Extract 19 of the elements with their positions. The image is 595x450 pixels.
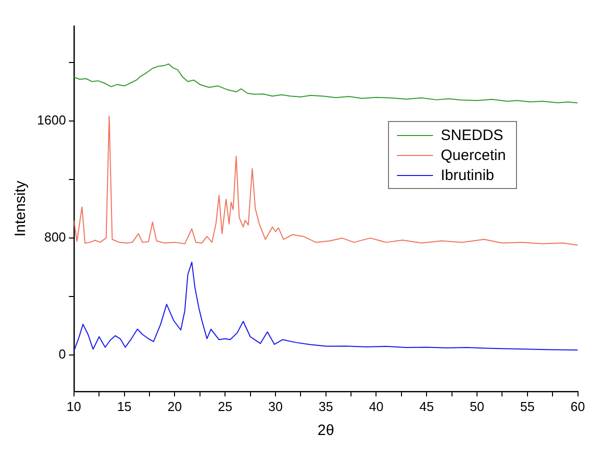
x-tick-label: 15 (117, 398, 132, 414)
y-tick-label: 800 (44, 230, 66, 245)
legend-label: Quercetin (440, 146, 506, 164)
y-tick-label: 0 (58, 346, 66, 362)
x-axis-title: 2θ (318, 422, 334, 440)
x-tick-label: 50 (470, 398, 484, 414)
y-axis-title: Intensity (12, 180, 30, 237)
x-tick-label: 60 (570, 398, 586, 414)
x-tick-label: 45 (419, 398, 434, 414)
y-tick-label: 1600 (37, 112, 66, 128)
legend-label: SNEDDS (440, 126, 504, 144)
x-tick-label: 10 (66, 398, 82, 414)
legend-label: Ibrutinib (440, 166, 494, 184)
x-tick-label: 25 (218, 398, 232, 414)
x-tick-label: 40 (368, 398, 384, 414)
x-tick-label: 55 (520, 398, 535, 414)
x-tick-label: 20 (167, 398, 182, 414)
x-tick-label: 35 (318, 398, 334, 414)
x-tick-label: 30 (268, 398, 283, 414)
